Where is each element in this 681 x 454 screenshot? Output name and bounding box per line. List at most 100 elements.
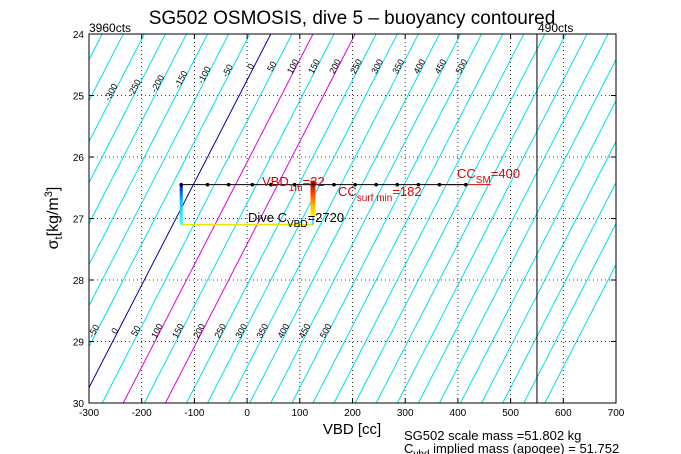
cc-sm-annotation: CCSM=400 (457, 166, 520, 186)
contour-line (89, 34, 272, 389)
contour-line (143, 34, 335, 403)
contour-line (270, 34, 461, 403)
cc-surf-value: =182 (392, 184, 421, 199)
x-tick-label: -300 (79, 408, 99, 419)
contour-line (89, 34, 209, 266)
cc-sm-sub: SM (476, 175, 491, 186)
cc-sm-label: CC (457, 166, 476, 181)
profile-point (374, 182, 379, 187)
contour-line (89, 34, 230, 307)
contour-line (89, 34, 145, 143)
contour-line (333, 34, 525, 403)
dive-c-label: Dive C (248, 210, 287, 225)
dive-profile (179, 180, 491, 226)
footer-implied-mass: Cvbd implied mass (apogee) = 51.752 (404, 441, 619, 454)
contour-line (375, 34, 567, 403)
contour-line (439, 58, 616, 403)
contour-line (0, 34, 18, 403)
x-tick-label: 0 (244, 408, 250, 419)
profile-point (292, 182, 297, 187)
x-tick-label: 500 (502, 408, 519, 419)
x-tick-label: -200 (132, 408, 152, 419)
grid-lines (89, 34, 616, 403)
contour-line (417, 34, 609, 403)
profile-point (205, 182, 210, 187)
corner-right-label: 490cts (538, 21, 573, 35)
buoyancy-contours (0, 34, 616, 403)
vbd-value: =32 (303, 174, 325, 189)
contour-line (544, 263, 616, 403)
x-tick-label: 700 (608, 408, 625, 419)
y-tick-label: 27 (73, 215, 85, 226)
x-tick-label: 600 (555, 408, 572, 419)
contour-line (249, 34, 440, 403)
footer-c-value: implied mass (apogee) = 51.752 (430, 441, 620, 454)
contour-line (101, 34, 293, 403)
x-axis-label: VBD [cc] (323, 421, 381, 438)
profile-point (332, 182, 336, 187)
contour-line (164, 34, 356, 403)
contour-line (396, 34, 588, 403)
contour-line (0, 34, 39, 403)
y-label-sub: t (53, 236, 65, 239)
vbd-1m-annotation: VBD1m=32 (262, 174, 325, 194)
contour-line (312, 34, 504, 403)
profile-point (311, 182, 315, 187)
contour-line (186, 34, 377, 403)
contour-line (207, 34, 398, 403)
y-label-sup: 3 (43, 191, 55, 197)
y-label-sigma: σ (45, 239, 62, 249)
y-tick-label: 26 (73, 153, 85, 164)
x-tick-label: -100 (184, 408, 204, 419)
profile-point (250, 182, 255, 187)
contour-line (354, 34, 546, 403)
footer-c-sub: vbd (413, 449, 429, 454)
y-tick-label: 30 (73, 399, 85, 410)
cc-surf-annotation: CCsurf min=182 (338, 184, 422, 204)
profile-point (269, 182, 273, 187)
profile-point (395, 182, 400, 187)
axis-ticks: -300 -200 -100 0 100 200 300 400 500 600 700242526… (73, 30, 625, 419)
contour-line (460, 99, 616, 403)
chart-title: SG502 OSMOSIS, dive 5 – buoyancy contour… (149, 8, 556, 29)
dive-descent-segment (179, 184, 183, 225)
profile-point (226, 182, 231, 187)
y-tick-label: 28 (73, 276, 85, 287)
footer-c-label: C (404, 441, 413, 454)
vbd-bar (310, 180, 316, 218)
cc-surf-label: CC (338, 184, 357, 199)
profile-point (353, 182, 357, 187)
x-tick-label: 300 (397, 408, 414, 419)
contour-line (89, 34, 166, 184)
y-tick-label: 25 (73, 92, 85, 103)
y-tick-label: 29 (73, 338, 85, 349)
vbd-label: VBD (262, 174, 289, 189)
contour-line (502, 181, 616, 403)
svg-text:σt[kg/m3]: σt[kg/m3] (43, 187, 65, 250)
profile-point (416, 182, 421, 187)
corner-left-label: 3960cts (89, 21, 131, 35)
contour-line (481, 140, 616, 403)
footer-scale-mass: SG502 scale mass =51.802 kg (404, 428, 581, 443)
x-tick-label: 100 (291, 408, 308, 419)
contour-top-label: 50 (265, 60, 279, 74)
contour-line (0, 34, 81, 403)
contour-line (228, 34, 419, 403)
dive-c-value: =2720 (308, 210, 345, 225)
profile-point (437, 182, 442, 187)
contour-top-label: 0 (245, 62, 256, 71)
x-tick-label: 200 (344, 408, 361, 419)
contour-line (523, 222, 616, 403)
vbd-sub: 1m (289, 183, 303, 194)
dive-c-sub: VBD (287, 219, 308, 230)
cc-sm-value: =400 (491, 166, 520, 181)
profile-point (179, 182, 184, 187)
cc-surf-sub: surf min (357, 193, 393, 204)
y-label-close: ] (45, 187, 62, 191)
contour-line (291, 34, 483, 403)
y-tick-label: 24 (73, 30, 85, 41)
contour-bottom-label: 50 (129, 324, 143, 338)
x-tick-label: 400 (450, 408, 467, 419)
y-label-units: [kg/m (45, 197, 62, 236)
